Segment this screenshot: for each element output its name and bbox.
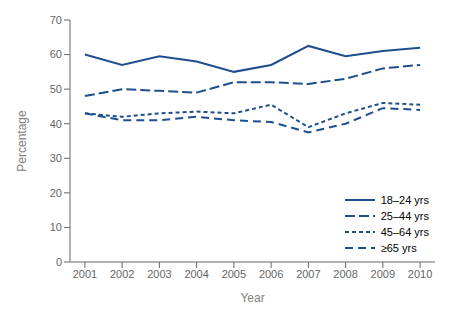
svg-text:2005: 2005 [222,268,246,280]
svg-text:2003: 2003 [147,268,171,280]
html-text:18–24 yrs: 18–24 yrs [380,194,429,206]
svg-text:60: 60 [50,48,62,60]
svg-text:2008: 2008 [333,268,357,280]
html-text:25–44 yrs: 25–44 yrs [380,210,429,222]
svg-text:2006: 2006 [259,268,283,280]
svg-text:50: 50 [50,83,62,95]
svg-text:40: 40 [50,118,62,130]
html-text:45–64 yrs: 45–64 yrs [380,226,429,238]
svg-text:2002: 2002 [110,268,134,280]
svg-text:Year: Year [240,291,264,305]
svg-text:2009: 2009 [371,268,395,280]
svg-text:2001: 2001 [73,268,97,280]
svg-text:2007: 2007 [296,268,320,280]
svg-text:70: 70 [50,14,62,26]
svg-text:2010: 2010 [408,268,432,280]
svg-text:30: 30 [50,152,62,164]
html-text:≥65 yrs: ≥65 yrs [380,242,417,254]
svg-text:0: 0 [56,256,62,268]
svg-text:20: 20 [50,187,62,199]
svg-text:Percentage: Percentage [15,110,29,172]
svg-text:10: 10 [50,221,62,233]
svg-text:2004: 2004 [184,268,208,280]
